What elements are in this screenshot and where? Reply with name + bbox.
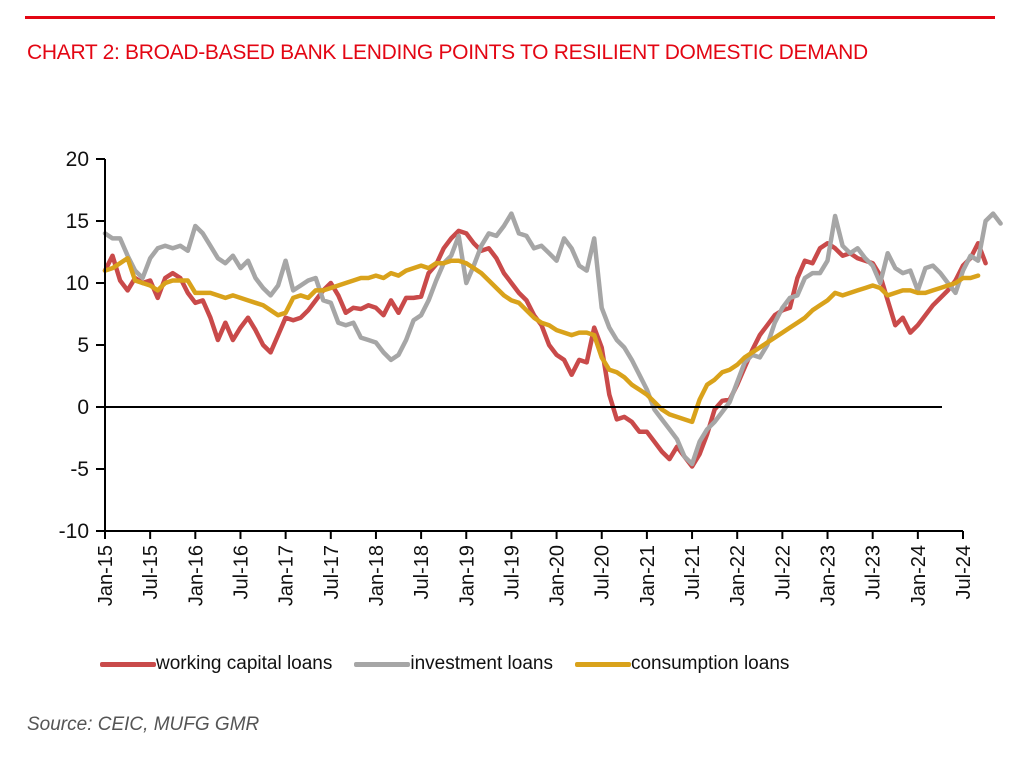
x-tick-label: Jan-15 xyxy=(95,545,117,606)
y-tick-label: 0 xyxy=(77,396,89,419)
y-tick-label: -5 xyxy=(70,458,89,481)
y-tick-label: 15 xyxy=(66,210,89,233)
x-tick-label: Jul-19 xyxy=(501,545,523,599)
legend-label-consumption: consumption loans xyxy=(630,653,790,674)
legend-item-consumption: consumption loans xyxy=(574,653,790,675)
x-tick-label: Jan-17 xyxy=(276,545,298,606)
x-tick-label: Jul-17 xyxy=(321,545,343,599)
x-tick-label: Jan-21 xyxy=(637,545,659,606)
legend-swatch-consumption xyxy=(574,661,631,667)
y-tick-label: 20 xyxy=(66,148,89,171)
x-tick-label: Jan-19 xyxy=(456,545,478,606)
x-tick-label: Jul-18 xyxy=(411,545,433,599)
x-tick-label: Jul-21 xyxy=(682,545,704,599)
legend-label-working-capital: working capital loans xyxy=(156,653,333,674)
axes: 20 15 10 5 0 -5 -10 Jan-15 Jul-15 Jan-16 Jul-16 Jan… xyxy=(59,148,975,606)
x-tick-label: Jan-22 xyxy=(727,545,749,606)
legend-item-investment: investment loans xyxy=(354,653,553,675)
x-tick-label: Jan-20 xyxy=(547,545,569,606)
x-tick-label: Jul-24 xyxy=(953,545,975,599)
legend-item-working-capital: working capital loans xyxy=(100,653,332,675)
source-note: Source: CEIC, MUFG GMR xyxy=(27,714,260,735)
x-tick-label: Jul-23 xyxy=(863,545,885,599)
series-line-investment-loans xyxy=(102,211,1003,467)
plot-lines xyxy=(102,211,1003,469)
legend: working capital loans investment loans c… xyxy=(100,653,811,675)
series-line-consumption-loans xyxy=(102,255,981,425)
legend-label-investment: investment loans xyxy=(410,653,553,674)
y-tick-label: 5 xyxy=(77,334,89,357)
chart-title: CHART 2: BROAD-BASED BANK LENDING POINTS… xyxy=(27,41,868,64)
x-tick-label: Jan-24 xyxy=(908,545,930,606)
top-rule xyxy=(25,16,995,19)
x-tick-label: Jul-20 xyxy=(592,545,614,599)
x-tick-label: Jul-15 xyxy=(140,545,162,599)
x-tick-label: Jul-16 xyxy=(230,545,252,599)
y-tick-label: -10 xyxy=(59,520,89,543)
legend-swatch-working-capital xyxy=(100,661,156,667)
x-tick-label: Jan-16 xyxy=(185,545,207,606)
x-tick-label: Jan-18 xyxy=(366,545,388,606)
legend-swatch-investment xyxy=(354,661,411,667)
x-tick-label: Jan-23 xyxy=(818,545,840,606)
y-tick-label: 10 xyxy=(66,272,89,295)
x-tick-label: Jul-22 xyxy=(772,545,794,599)
series-line-working-capital-loans xyxy=(102,228,988,469)
